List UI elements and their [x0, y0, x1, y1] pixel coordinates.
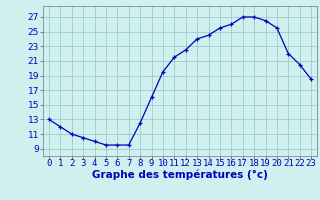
X-axis label: Graphe des températures (°c): Graphe des températures (°c) — [92, 169, 268, 180]
